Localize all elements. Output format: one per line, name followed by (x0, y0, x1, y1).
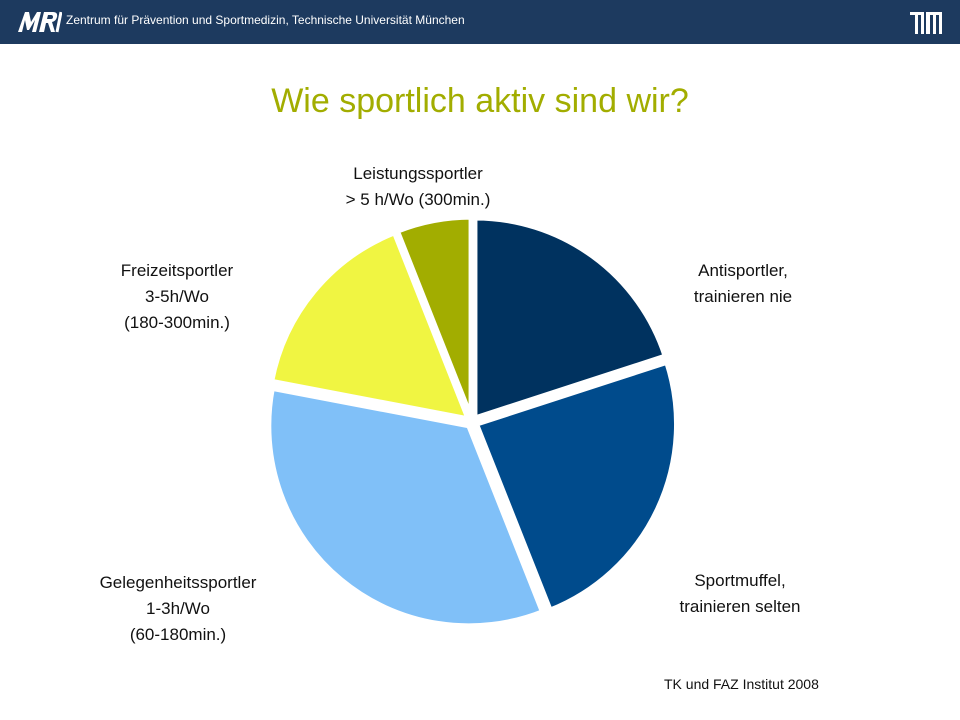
header-bar: Zentrum für Prävention und Sportmedizin,… (0, 0, 960, 44)
source-note: TK und FAZ Institut 2008 (664, 676, 819, 692)
label-antisportler: Antisportler, trainieren nie (693, 261, 793, 306)
slice-leistungssportler (394, 214, 474, 419)
institution-name: Zentrum für Prävention und Sportmedizin,… (66, 13, 465, 27)
slice-gelegenheitssportler (266, 385, 546, 629)
slice-freizeitsportler (268, 229, 473, 423)
page-title: Wie sportlich aktiv sind wir? (271, 82, 689, 120)
slice-antisportler (472, 215, 669, 422)
mri-logo-icon (18, 11, 62, 33)
label-sportmuffel: Sportmuffel, trainieren selten (679, 571, 801, 616)
slice-sportmuffel (473, 359, 679, 614)
tum-logo-icon (910, 12, 942, 34)
label-leistungssportler: Leistungssportler > 5 h/Wo (300min.) (345, 164, 491, 209)
label-gelegenheitssportler: Gelegenheitssportler 1-3h/Wo (60-180min.… (99, 573, 257, 644)
label-freizeitsportler: Freizeitsportler 3-5h/Wo (180-300min.) (120, 261, 234, 332)
